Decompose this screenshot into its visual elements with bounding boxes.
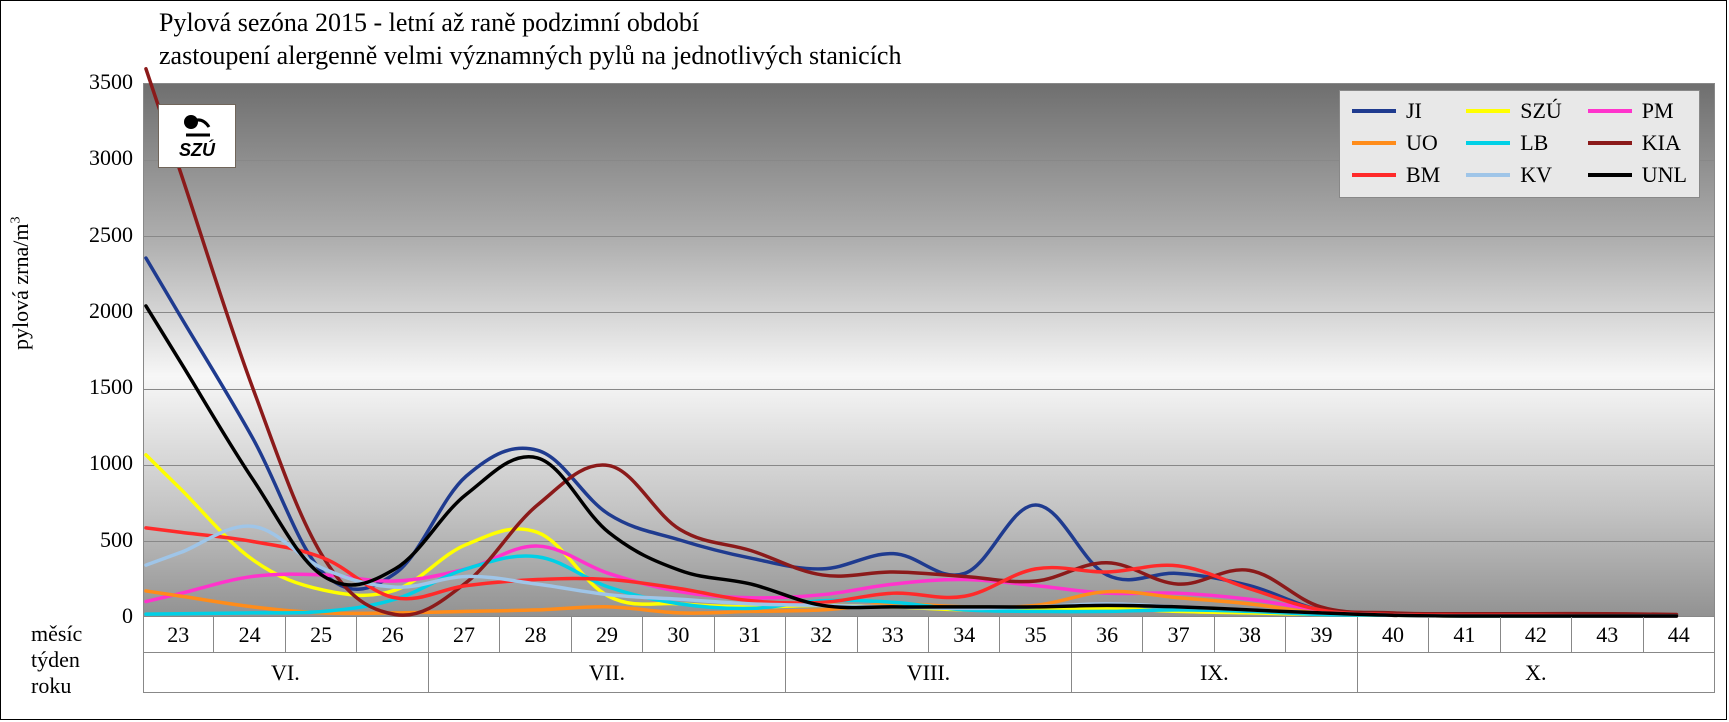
legend-swatch-icon [1588, 173, 1632, 177]
legend-item-JI: JI [1352, 95, 1440, 127]
legend-swatch-icon [1466, 141, 1510, 145]
title-line-2: zastoupení alergenně velmi významných py… [159, 40, 901, 73]
legend-label: LB [1520, 130, 1548, 156]
chart-title: Pylová sezóna 2015 - letní až raně podzi… [159, 7, 901, 72]
y-tick: 2500 [89, 222, 133, 248]
legend-swatch-icon [1352, 109, 1396, 113]
legend-grid: JI SZÚ PM UO LB KIA BM KV UNL [1352, 95, 1687, 191]
legend-label: BM [1406, 162, 1440, 188]
legend-item-BM: BM [1352, 159, 1440, 191]
week-cell: 42 [1501, 617, 1572, 653]
chart-frame: Pylová sezóna 2015 - letní až raně podzi… [0, 0, 1727, 720]
week-cell: 39 [1286, 617, 1357, 653]
y-axis-label: pylová zrna/m3 [8, 217, 34, 350]
plot-area: SZÚ JI SZÚ PM UO LB KIA BM KV UNL [143, 83, 1715, 617]
week-cell: 41 [1429, 617, 1500, 653]
legend-item-SZÚ: SZÚ [1466, 95, 1562, 127]
week-cell: 30 [643, 617, 714, 653]
week-cell: 40 [1358, 617, 1429, 653]
x-month-row: VI.VII.VIII.IX.X. [143, 653, 1715, 693]
y-tick: 3500 [89, 69, 133, 95]
legend-swatch-icon [1466, 109, 1510, 113]
legend-item-KV: KV [1466, 159, 1562, 191]
month-cell: VIII. [786, 653, 1072, 693]
legend-label: KIA [1642, 130, 1681, 156]
legend-label: UNL [1642, 162, 1687, 188]
week-cell: 28 [500, 617, 571, 653]
legend-label: UO [1406, 130, 1438, 156]
legend-label: KV [1520, 162, 1552, 188]
y-tick: 0 [122, 603, 133, 629]
row-label-year: roku [31, 673, 71, 699]
legend-item-PM: PM [1588, 95, 1687, 127]
month-cell: X. [1358, 653, 1715, 693]
week-cell: 29 [572, 617, 643, 653]
series-JI [146, 258, 1677, 616]
legend-swatch-icon [1588, 141, 1632, 145]
week-cell: 37 [1143, 617, 1214, 653]
legend-item-KIA: KIA [1588, 127, 1687, 159]
month-cell: VII. [429, 653, 786, 693]
title-line-1: Pylová sezóna 2015 - letní až raně podzi… [159, 7, 901, 40]
legend-swatch-icon [1588, 109, 1632, 113]
week-cell: 34 [929, 617, 1000, 653]
week-cell: 36 [1072, 617, 1143, 653]
legend: JI SZÚ PM UO LB KIA BM KV UNL [1339, 90, 1700, 198]
row-label-month: měsíc [31, 621, 82, 647]
week-cell: 23 [143, 617, 214, 653]
legend-swatch-icon [1466, 173, 1510, 177]
y-tick: 500 [100, 527, 133, 553]
week-cell: 38 [1215, 617, 1286, 653]
week-cell: 32 [786, 617, 857, 653]
week-cell: 27 [429, 617, 500, 653]
y-tick: 1000 [89, 450, 133, 476]
legend-label: PM [1642, 98, 1674, 124]
week-cell: 25 [286, 617, 357, 653]
month-cell: IX. [1072, 653, 1358, 693]
x-week-row: 2324252627282930313233343536373839404142… [143, 617, 1715, 653]
y-tick: 2000 [89, 298, 133, 324]
y-tick: 1500 [89, 374, 133, 400]
week-cell: 31 [715, 617, 786, 653]
logo-mark-icon [182, 113, 212, 139]
legend-item-UNL: UNL [1588, 159, 1687, 191]
logo-main-text: SZÚ [179, 141, 215, 159]
row-label-week: týden [31, 647, 80, 673]
week-cell: 35 [1000, 617, 1071, 653]
legend-swatch-icon [1352, 173, 1396, 177]
legend-swatch-icon [1352, 141, 1396, 145]
week-cell: 33 [858, 617, 929, 653]
legend-item-LB: LB [1466, 127, 1562, 159]
szu-logo: SZÚ [158, 104, 236, 168]
week-cell: 24 [214, 617, 285, 653]
week-cell: 43 [1572, 617, 1643, 653]
month-cell: VI. [143, 653, 429, 693]
series-UNL [146, 306, 1677, 616]
legend-label: SZÚ [1520, 98, 1562, 124]
legend-label: JI [1406, 98, 1422, 124]
y-tick: 3000 [89, 145, 133, 171]
week-cell: 26 [357, 617, 428, 653]
legend-item-UO: UO [1352, 127, 1440, 159]
week-cell: 44 [1644, 617, 1715, 653]
